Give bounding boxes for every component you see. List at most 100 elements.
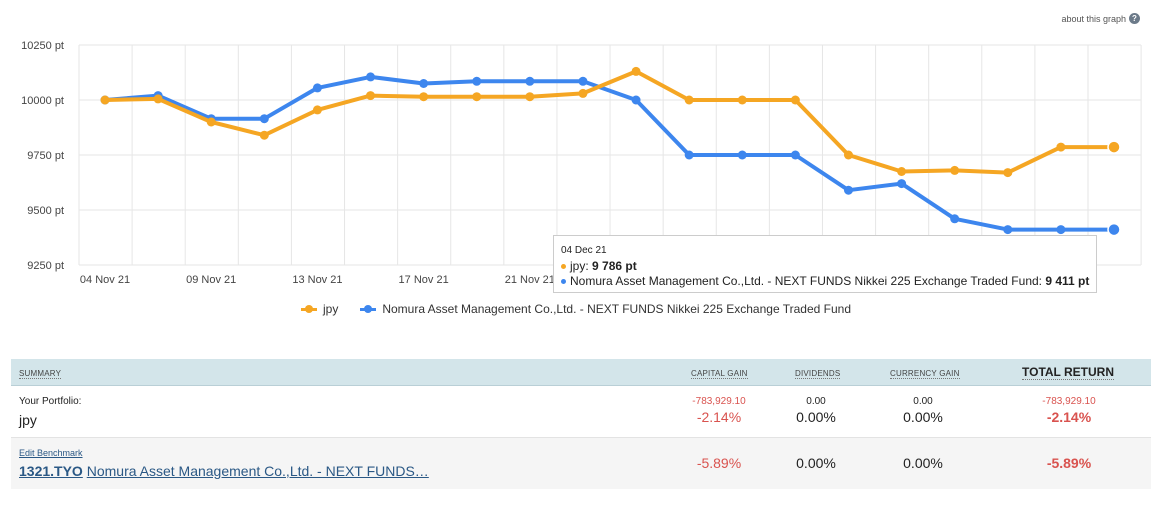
legend-symbol-jpy [300, 304, 317, 313]
about-graph-link[interactable]: about this graph ? [1061, 13, 1140, 24]
data-point-fund [472, 76, 482, 86]
benchmark-name-line: 1321.TYO Nomura Asset Management Co.,Ltd… [19, 463, 429, 479]
portfolio-currency-gain: 0.00 0.00% [873, 396, 973, 425]
y-tick-label: 9500 pt [27, 205, 64, 217]
benchmark-name-link[interactable]: Nomura Asset Management Co.,Ltd. - NEXT … [86, 463, 429, 479]
chart-legend: jpy Nomura Asset Management Co.,Ltd. - N… [0, 302, 1152, 316]
tooltip-dot-jpy [561, 264, 566, 270]
data-point-jpy [419, 92, 429, 102]
tooltip-jpy-label: jpy: [570, 259, 589, 273]
data-point-jpy [578, 88, 588, 98]
benchmark-row: Edit Benchmark 1321.TYO Nomura Asset Man… [11, 438, 1151, 489]
data-point-jpy [843, 150, 853, 160]
data-point-jpy [790, 95, 800, 105]
header-summary: Summary [19, 369, 62, 379]
summary-table: Summary Capital gain Dividends Currency … [11, 359, 1151, 489]
benchmark-dividends-pct: 0.00% [796, 455, 836, 471]
portfolio-dividends-pct: 0.00% [796, 409, 836, 425]
about-graph-label[interactable]: about this graph [1061, 13, 1126, 24]
data-point-fund [578, 76, 588, 86]
data-point-fund [843, 185, 853, 195]
legend-symbol-fund [360, 304, 377, 313]
x-tick-label: 17 Nov 21 [399, 274, 449, 286]
header-dividends: Dividends [795, 369, 841, 379]
tooltip-fund-value: 9 411 pt [1045, 274, 1090, 288]
data-point-jpy [366, 91, 376, 101]
portfolio-name: jpy [19, 412, 37, 428]
portfolio-label: Your Portfolio: [19, 396, 82, 407]
tooltip-dot-fund [561, 279, 566, 285]
data-point-jpy [100, 95, 110, 105]
data-point-fund [897, 179, 907, 189]
data-point-fund [525, 76, 535, 86]
portfolio-currency-amount: 0.00 [913, 396, 933, 407]
data-point-jpy [737, 95, 747, 105]
legend-item-jpy[interactable]: jpy [300, 302, 339, 316]
data-point-jpy [684, 95, 694, 105]
benchmark-capital-gain-pct: -5.89% [696, 455, 742, 471]
data-point-jpy [1056, 142, 1066, 152]
data-point-jpy [259, 130, 269, 140]
tooltip-fund-label: Nomura Asset Management Co.,Ltd. - NEXT … [570, 274, 1042, 288]
data-point-fund [631, 95, 641, 105]
benchmark-total-pct: -5.89% [1046, 455, 1092, 471]
chart-grid [78, 44, 1142, 266]
benchmark-ticker-link[interactable]: 1321.TYO [19, 463, 83, 479]
data-point-fund [419, 79, 429, 88]
legend-label-jpy[interactable]: jpy [322, 302, 339, 316]
portfolio-row: Your Portfolio: jpy -783,929.10 -2.14% 0… [11, 386, 1151, 438]
portfolio-dividends-amount: 0.00 [806, 396, 826, 407]
data-point-jpy [897, 167, 907, 176]
series-line-fund [103, 74, 1116, 232]
x-tick-label: 13 Nov 21 [292, 274, 342, 286]
x-tick-label: 04 Nov 21 [80, 274, 130, 286]
tooltip-jpy-value: 9 786 pt [592, 259, 637, 273]
y-tick-label: 9250 pt [27, 260, 64, 272]
series-lines [100, 66, 1121, 237]
series-line-jpy [103, 69, 1116, 175]
header-total-return: TOTAL RETURN [1022, 365, 1114, 380]
data-point-fund [1107, 222, 1121, 237]
portfolio-total-pct: -2.14% [1046, 409, 1092, 425]
tooltip-row-jpy: jpy: 9 786 pt [561, 259, 1089, 274]
summary-header: Summary Capital gain Dividends Currency … [11, 359, 1151, 386]
y-tick-label: 9750 pt [27, 150, 64, 162]
y-tick-label: 10250 pt [21, 40, 64, 52]
y-tick-label: 10000 pt [21, 95, 64, 107]
data-point-jpy [1003, 168, 1013, 178]
data-point-fund [950, 214, 960, 224]
x-axis-ticks: 04 Nov 21 09 Nov 21 13 Nov 21 17 Nov 21 21 N… [80, 274, 555, 286]
edit-benchmark-link[interactable]: Edit Benchmark [19, 448, 83, 459]
portfolio-capital-gain-pct: -2.14% [696, 409, 742, 425]
question-icon[interactable]: ? [1129, 13, 1140, 24]
data-point-jpy [631, 66, 641, 76]
data-point-jpy [950, 165, 960, 175]
portfolio-total-return: -783,929.10 -2.14% [1019, 396, 1119, 425]
data-point-jpy [1107, 140, 1121, 154]
data-point-jpy [525, 92, 535, 102]
data-point-fund [312, 83, 322, 93]
data-point-fund [1056, 225, 1066, 235]
data-point-jpy [472, 92, 482, 102]
portfolio-total-amount: -783,929.10 [1042, 396, 1096, 407]
y-axis-ticks: 10250 pt 10000 pt 9750 pt 9500 pt 9250 pt [21, 40, 64, 272]
portfolio-capital-gain-amount: -783,929.10 [692, 396, 746, 407]
data-point-fund [737, 150, 747, 160]
data-point-fund [1003, 225, 1013, 235]
data-point-fund [790, 150, 800, 160]
legend-item-fund[interactable]: Nomura Asset Management Co.,Ltd. - NEXT … [360, 302, 851, 316]
edit-benchmark-label[interactable]: Edit Benchmark [19, 448, 83, 458]
data-point-fund [366, 72, 376, 82]
header-currency-gain: Currency gain [890, 369, 960, 379]
data-point-jpy [206, 117, 216, 127]
chart-tooltip: 04 Dec 21 jpy: 9 786 pt Nomura Asset Man… [553, 235, 1097, 293]
data-point-jpy [312, 105, 322, 115]
legend-label-fund[interactable]: Nomura Asset Management Co.,Ltd. - NEXT … [382, 302, 851, 316]
portfolio-currency-pct: 0.00% [903, 409, 943, 425]
benchmark-currency-pct: 0.00% [903, 455, 943, 471]
tooltip-date: 04 Dec 21 [561, 245, 607, 256]
line-chart: 10250 pt 10000 pt 9750 pt 9500 pt 9250 pt 04… [21, 40, 1142, 286]
portfolio-dividends: 0.00 0.00% [766, 396, 866, 425]
portfolio-capital-gain: -783,929.10 -2.14% [669, 396, 769, 425]
data-point-fund [684, 150, 694, 160]
